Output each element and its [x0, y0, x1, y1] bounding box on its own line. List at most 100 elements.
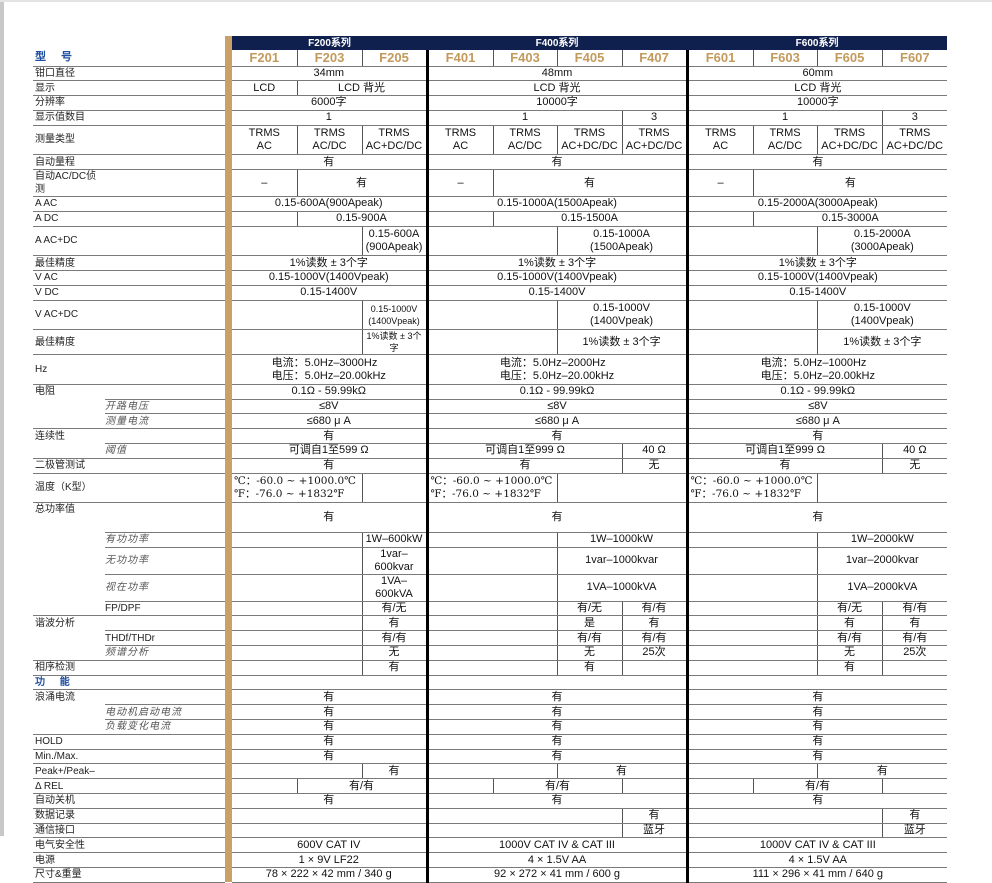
spec-row: 自动关机有有有 — [33, 793, 948, 809]
gold-bar — [225, 255, 232, 271]
spec-cell: 有/无 — [361, 601, 427, 617]
spec-cell: TRMS AC/DC — [752, 125, 818, 156]
row-label — [33, 443, 105, 459]
spec-cell: ≤8V — [685, 399, 948, 415]
row-sublabel — [105, 473, 225, 504]
gold-bar — [225, 458, 232, 474]
spec-cell: 有 — [621, 808, 688, 824]
spec-cell — [425, 532, 557, 548]
spec-cell — [232, 630, 362, 646]
spec-cell: 0.15-600A (900Apeak) — [361, 226, 427, 257]
row-label: Min./Max. — [33, 749, 105, 765]
spec-cell — [685, 574, 818, 602]
spec-cell: 有 — [425, 154, 688, 171]
gold-bar — [225, 196, 232, 212]
spec-cell: 0.1Ω - 99.99kΩ — [685, 384, 948, 400]
gold-bar — [225, 630, 232, 646]
gold-bar — [225, 837, 232, 853]
row-sublabel — [105, 255, 225, 272]
row-sublabel — [105, 66, 225, 82]
row-sublabel — [105, 169, 225, 198]
spec-cell: 1%读数 ± 3个字 — [685, 255, 948, 272]
spec-cell: 92 × 272 × 41 mm / 600 g — [425, 867, 688, 883]
spec-cell: ≤8V — [232, 399, 427, 415]
spec-cell: – — [425, 169, 493, 198]
spec-cell: – — [685, 169, 754, 198]
model-f601: F601 — [685, 50, 754, 67]
spec-cell — [685, 808, 883, 824]
spec-row: 二极管测试有有无有无 — [33, 458, 948, 474]
spec-row: Δ REL 有/有 有/有 有/有 — [33, 778, 948, 794]
gold-bar — [225, 226, 232, 256]
spec-row: 电阻 0.1Ω - 59.99kΩ 0.1Ω - 99.99kΩ 0.1Ω - 99.… — [33, 384, 948, 400]
row-sublabel — [105, 763, 225, 780]
spec-cell — [425, 300, 557, 331]
gold-bar — [225, 66, 232, 81]
spec-cell: 0.15-1400V — [425, 285, 688, 301]
gold-bar — [225, 154, 232, 170]
spec-cell: TRMS AC+DC/DC — [361, 125, 427, 156]
spec-cell: 0.15-1400V — [685, 285, 948, 301]
spec-cell — [232, 300, 362, 331]
spec-cell: 1VA–2000kVA — [816, 574, 948, 602]
spec-cell: ≤680 μ A — [425, 413, 688, 430]
row-sublabel — [105, 211, 225, 227]
spec-cell — [685, 615, 818, 632]
spec-cell: 有 — [425, 428, 688, 445]
row-label — [33, 705, 105, 720]
spec-cell: 1%读数 ± 3个字 — [232, 255, 427, 272]
spec-cell — [232, 645, 362, 661]
spec-cell: TRMS AC — [685, 125, 754, 156]
model-f203: F203 — [296, 50, 362, 67]
spec-cell: 有/有 — [556, 630, 622, 646]
row-label — [33, 601, 105, 617]
model-f401: F401 — [425, 50, 493, 67]
spec-cell: 1VA–600kVA — [361, 574, 427, 602]
spec-cell: 有 — [232, 749, 427, 765]
spec-row: 电动机启动电流有有有 — [33, 704, 948, 720]
spec-cell: 有 — [685, 749, 948, 765]
row-label: 自动关机 — [33, 793, 105, 809]
gold-bar — [225, 329, 232, 355]
row-label — [33, 645, 105, 661]
spec-cell: TRMS AC/DC — [492, 125, 557, 156]
row-label: 谐波分析 — [35, 618, 75, 630]
row-label: HOLD — [33, 734, 105, 750]
row-label: Δ REL — [33, 778, 105, 794]
spec-cell: TRMS AC — [232, 125, 297, 156]
frequency-range-text: 电流：5.0Hz–1000Hz 电压：5.0Hz–20.00kHz — [760, 356, 875, 382]
spec-cell — [425, 601, 557, 617]
spec-cell: 0.15-1000V (1400Vpeak) — [816, 300, 948, 331]
spec-cell: 有 — [232, 793, 427, 809]
spec-cell: 6000字 — [232, 95, 427, 111]
spec-row: 钳口直径 34mm 48mm 60mm — [33, 66, 948, 82]
spec-row: Min./Max. 有有有 — [33, 749, 948, 765]
spec-cell: 蓝牙 — [621, 823, 688, 839]
spec-row: 显示 LCD LCD 背光 LCD 背光 LCD 背光 — [33, 80, 948, 97]
gold-bar — [225, 601, 232, 616]
spec-cell: 有 — [361, 660, 427, 676]
row-sublabel — [105, 384, 225, 400]
gold-bar — [225, 719, 232, 735]
spec-cell: 78 × 222 × 42 mm / 340 g — [232, 867, 427, 883]
row-label: 显示 — [33, 80, 105, 97]
spec-cell — [425, 763, 557, 780]
spec-row: A AC+DC 0.15-600A (900Apeak) 0.15-1000A (1… — [33, 226, 948, 257]
gold-bar — [225, 413, 232, 429]
spec-cell: 无 — [816, 645, 883, 661]
row-label: Peak+/Peak– — [33, 763, 105, 780]
spec-row: Hz 电流：5.0Hz–3000Hz 电压：5.0Hz–20.00kHz 电流：5.… — [33, 354, 948, 385]
series-header-f400: F400系列 — [427, 36, 688, 50]
spec-cell — [816, 473, 948, 504]
row-sublabel: 阈值 — [105, 443, 225, 459]
series-header-f600: F600系列 — [687, 36, 948, 50]
spec-cell — [232, 329, 362, 356]
spec-cell: 无 — [361, 645, 427, 661]
spec-cell: 有 — [685, 502, 948, 533]
spec-cell — [685, 778, 754, 794]
model-f201: F201 — [232, 50, 297, 67]
model-f405: F405 — [556, 50, 622, 67]
row-label — [33, 532, 105, 547]
spec-cell: TRMS AC/DC — [296, 125, 362, 156]
row-sublabel — [105, 154, 225, 171]
